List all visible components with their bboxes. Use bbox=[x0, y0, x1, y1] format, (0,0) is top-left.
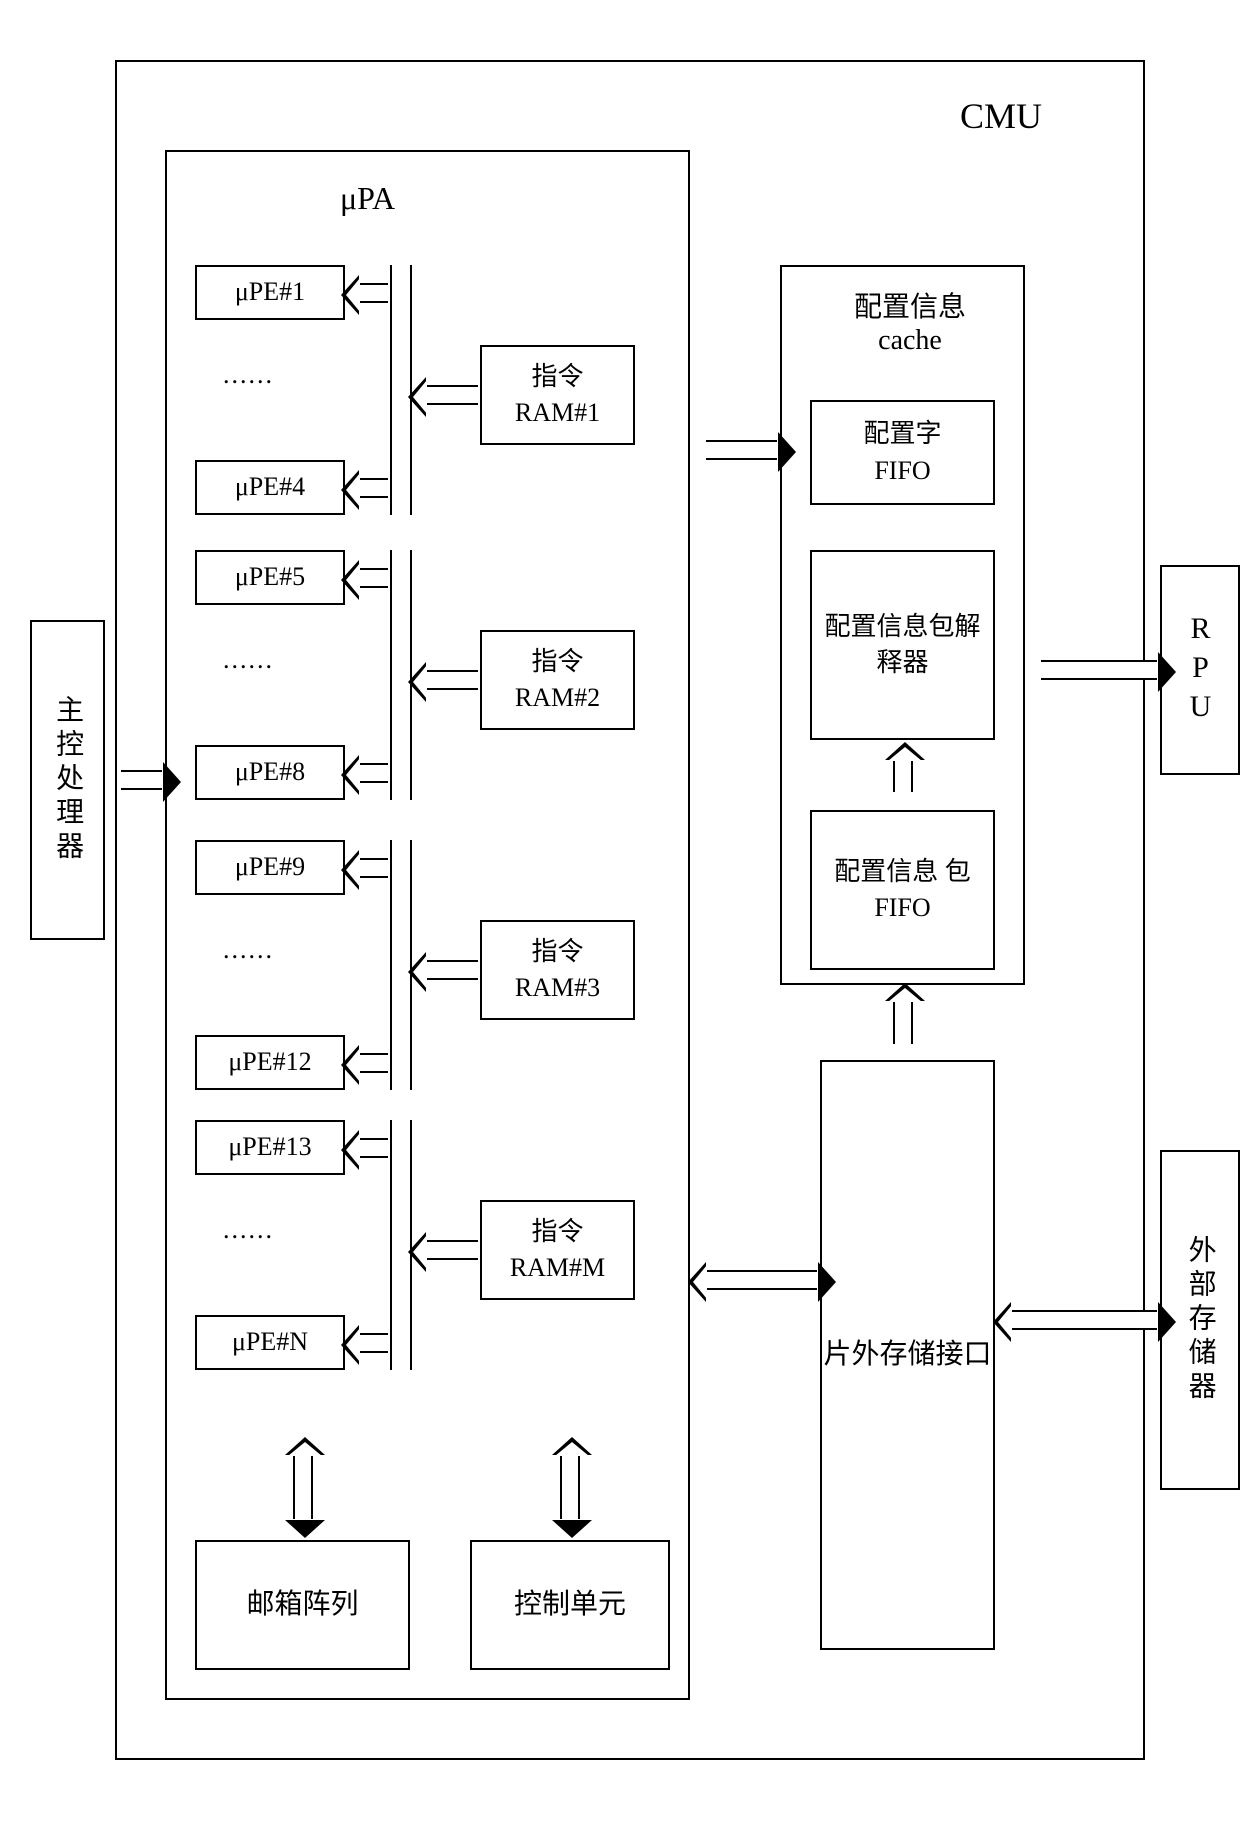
host-label: 主控处理器 bbox=[48, 695, 87, 865]
pe-arrow bbox=[359, 1333, 388, 1353]
host-box: 主控处理器 bbox=[30, 620, 105, 940]
pe-box: μPE#9 bbox=[195, 840, 345, 895]
upa-to-cache bbox=[706, 440, 778, 460]
pe-box: μPE#N bbox=[195, 1315, 345, 1370]
ram-arrow bbox=[426, 670, 478, 690]
pe-box: μPE#12 bbox=[195, 1035, 345, 1090]
pe-arrow bbox=[359, 858, 388, 878]
pe-arrow bbox=[359, 1138, 388, 1158]
ram-box: 指令 RAM#1 bbox=[480, 345, 635, 445]
cfg-word-fifo: 配置字 FIFO bbox=[810, 400, 995, 505]
cfg-parser: 配置信息包解释器 bbox=[810, 550, 995, 740]
pe-box: μPE#4 bbox=[195, 460, 345, 515]
ram-arrow bbox=[426, 1240, 478, 1260]
pe-box: μPE#1 bbox=[195, 265, 345, 320]
ram-box: 指令 RAM#2 bbox=[480, 630, 635, 730]
pe-box: μPE#5 bbox=[195, 550, 345, 605]
offchip-extmem bbox=[1011, 1310, 1158, 1330]
upa-label: μPA bbox=[340, 180, 395, 217]
cache-to-rpu bbox=[1041, 660, 1158, 680]
pe-box: μPE#8 bbox=[195, 745, 345, 800]
pe-box: μPE#13 bbox=[195, 1120, 345, 1175]
pe-ellipsis: ...... bbox=[223, 935, 274, 965]
ram-box: 指令 RAM#3 bbox=[480, 920, 635, 1020]
fifo-to-parser bbox=[893, 760, 913, 792]
pe-ellipsis: ...... bbox=[223, 1215, 274, 1245]
pe-ellipsis: ...... bbox=[223, 645, 274, 675]
cfg-cache-label: 配置信息 cache bbox=[820, 285, 1000, 357]
pe-ellipsis: ...... bbox=[223, 360, 274, 390]
host-to-upa bbox=[121, 770, 163, 790]
mailbox-box: 邮箱阵列 bbox=[195, 1540, 410, 1670]
offchip-to-cache bbox=[893, 1001, 913, 1044]
pe-arrow bbox=[359, 283, 388, 303]
ram-box: 指令 RAM#M bbox=[480, 1200, 635, 1300]
pe-arrow bbox=[359, 763, 388, 783]
cfg-pkt-fifo: 配置信息 包 FIFO bbox=[810, 810, 995, 970]
ctrlunit-arrow bbox=[560, 1455, 580, 1520]
offchip-if: 片外存储接口 bbox=[820, 1060, 995, 1650]
rpu-label: RPU bbox=[1179, 612, 1221, 729]
pe-arrow bbox=[359, 478, 388, 498]
ram-arrow bbox=[426, 385, 478, 405]
cmu-label: CMU bbox=[960, 95, 1042, 137]
control-unit-box: 控制单元 bbox=[470, 1540, 670, 1670]
upa-offchip bbox=[706, 1270, 818, 1290]
ram-arrow bbox=[426, 960, 478, 980]
mailbox-arrow bbox=[293, 1455, 313, 1520]
pe-arrow bbox=[359, 568, 388, 588]
extmem-label: 外部存储器 bbox=[1180, 1235, 1219, 1405]
pe-arrow bbox=[359, 1053, 388, 1073]
